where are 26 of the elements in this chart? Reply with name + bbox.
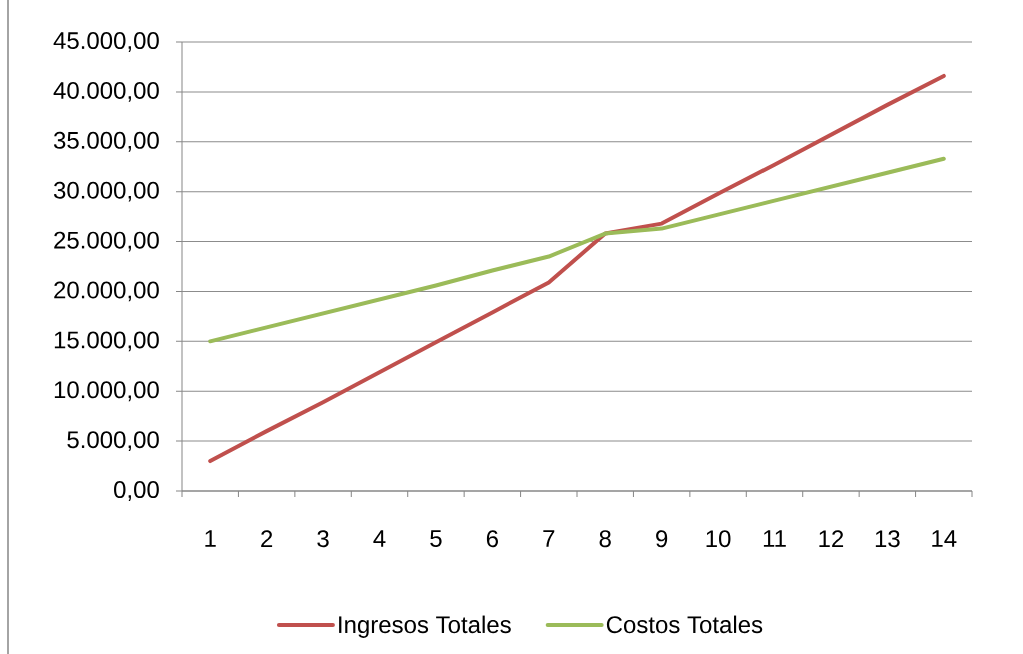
legend-label: Costos Totales: [606, 615, 763, 634]
y-tick-label: 5.000,00: [67, 431, 159, 452]
y-tick-label: 30.000,00: [53, 181, 159, 202]
x-tick-label: 8: [599, 530, 611, 548]
x-tick-label: 9: [656, 530, 668, 548]
y-tick-label: 40.000,00: [53, 81, 159, 102]
y-tick-label: 25.000,00: [54, 231, 159, 252]
x-tick-label: 2: [261, 530, 273, 547]
x-tick-label: 12: [819, 530, 844, 547]
y-tick-label: 35.000,00: [53, 131, 159, 152]
x-tick-label: 14: [932, 530, 957, 547]
x-tick-label: 11: [763, 530, 786, 547]
x-tick-label: 1: [205, 530, 216, 547]
x-tick-label: 7: [543, 530, 555, 547]
x-tick-label: 13: [875, 530, 900, 548]
x-tick-label: 3: [317, 530, 329, 548]
x-tick-label: 5: [430, 530, 442, 547]
y-tick-label: 0,00: [114, 481, 159, 501]
x-tick-label: 6: [486, 530, 498, 548]
y-tick-label: 20.000,00: [54, 281, 159, 302]
y-tick-label: 15.000,00: [54, 331, 159, 352]
x-tick-label: 4: [373, 530, 386, 547]
legend-label: Ingresos Totales: [339, 615, 511, 638]
y-tick-label: 45.000,00: [53, 32, 159, 52]
y-tick-label: 10.000,00: [54, 381, 159, 402]
x-tick-label: 10: [706, 530, 731, 548]
